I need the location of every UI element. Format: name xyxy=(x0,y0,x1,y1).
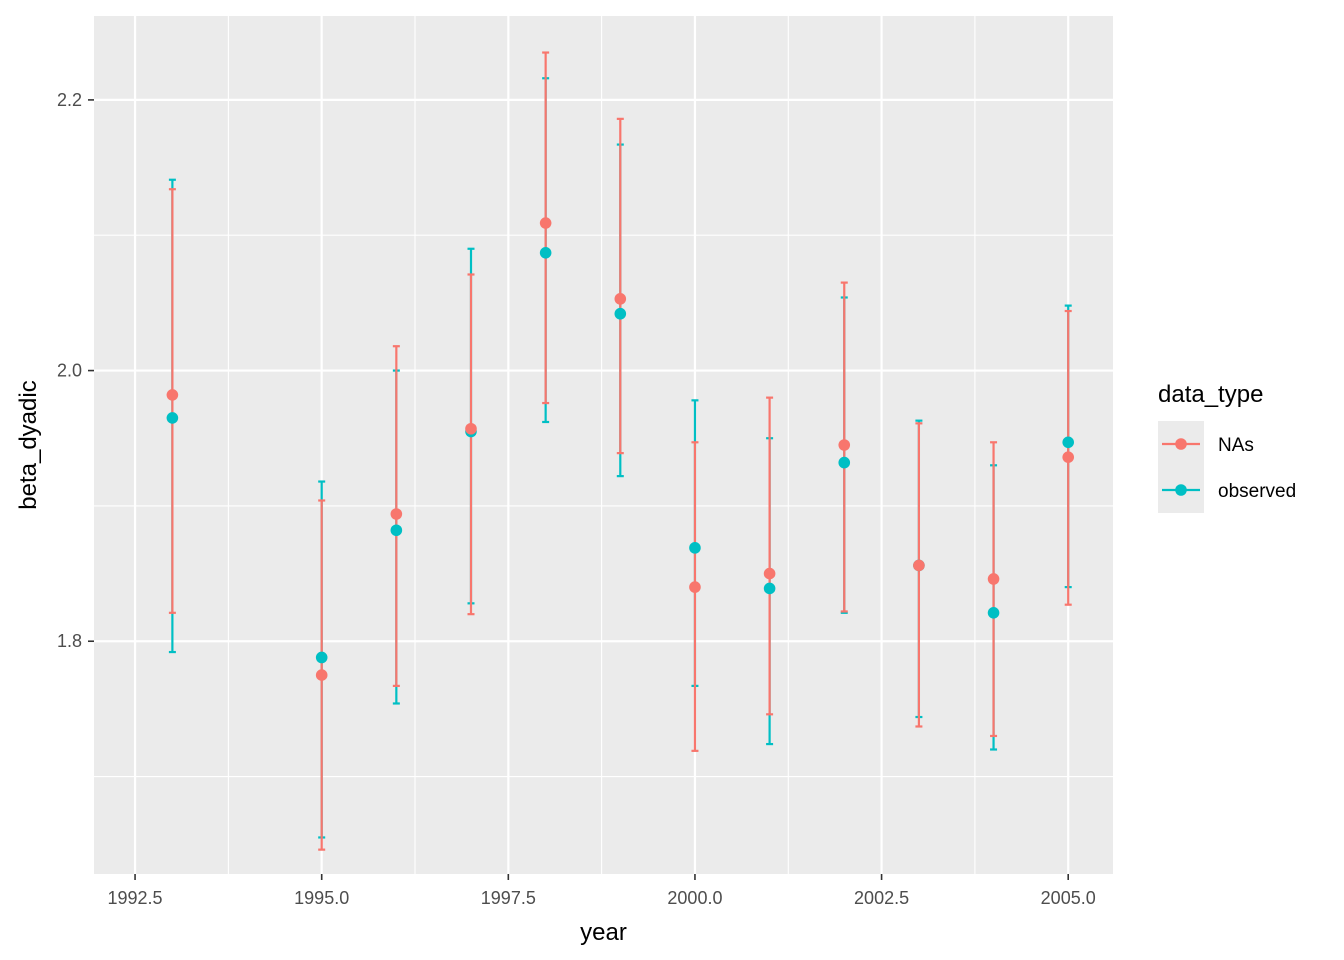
point-nas xyxy=(390,508,403,520)
point-observed xyxy=(1062,436,1075,449)
point-nas xyxy=(838,439,851,451)
point-nas xyxy=(987,573,1000,585)
point-nas xyxy=(315,669,328,681)
point-observed xyxy=(763,582,776,595)
x-axis-title: year xyxy=(580,919,627,946)
point-observed xyxy=(987,607,1000,619)
errorbar-nas xyxy=(766,396,774,716)
y-axis-title: beta_dyadic xyxy=(15,380,42,509)
point-observed xyxy=(838,456,851,469)
point-nas xyxy=(1062,451,1075,463)
x-tick-label: 2000.0 xyxy=(667,888,722,908)
y-tick-label: 2.2 xyxy=(57,90,82,110)
point-nas xyxy=(614,293,627,305)
x-axis: 1992.5 1995.0 1997.5 2000.0 2002.5 2005.0 xyxy=(108,874,1096,908)
point-nas xyxy=(689,581,701,593)
point-observed xyxy=(614,307,627,320)
y-tick-label: 1.8 xyxy=(57,631,82,651)
x-tick-label: 1997.5 xyxy=(481,888,536,908)
errorbar-nas xyxy=(467,273,475,616)
plot-panel xyxy=(94,16,1113,874)
legend-key-point-observed xyxy=(1175,484,1187,496)
point-observed xyxy=(390,524,403,537)
x-tick-label: 1992.5 xyxy=(108,888,163,908)
errorbar-nas xyxy=(691,441,699,752)
legend-keys xyxy=(1162,438,1200,496)
points-nas xyxy=(166,217,1075,681)
errorbar-nas xyxy=(168,188,176,614)
legend-key-point-nas xyxy=(1175,438,1187,450)
grid-minor xyxy=(94,16,1113,874)
legend-label-nas: NAs xyxy=(1218,435,1254,456)
point-observed xyxy=(539,247,552,259)
point-nas xyxy=(166,389,179,401)
legend-label-observed: observed xyxy=(1218,481,1296,502)
errorbar-nas xyxy=(915,422,923,728)
point-nas xyxy=(539,217,552,229)
point-nas xyxy=(763,567,776,580)
x-tick-label: 1995.0 xyxy=(294,888,349,908)
point-nas xyxy=(913,559,925,572)
legend-title: data_type xyxy=(1158,381,1263,408)
y-axis: 1.8 2.0 2.2 xyxy=(57,90,94,651)
point-observed xyxy=(689,542,701,554)
series-layer xyxy=(166,51,1075,851)
errorbar-nas xyxy=(616,117,624,455)
x-tick-label: 2005.0 xyxy=(1041,888,1096,908)
legend: data_type NAs observed xyxy=(1158,381,1296,513)
point-observed xyxy=(166,412,179,424)
point-observed xyxy=(315,651,328,664)
errorbar-nas xyxy=(990,441,998,738)
point-nas xyxy=(465,422,477,435)
x-tick-label: 2002.5 xyxy=(854,888,909,908)
y-tick-label: 2.0 xyxy=(57,361,82,381)
